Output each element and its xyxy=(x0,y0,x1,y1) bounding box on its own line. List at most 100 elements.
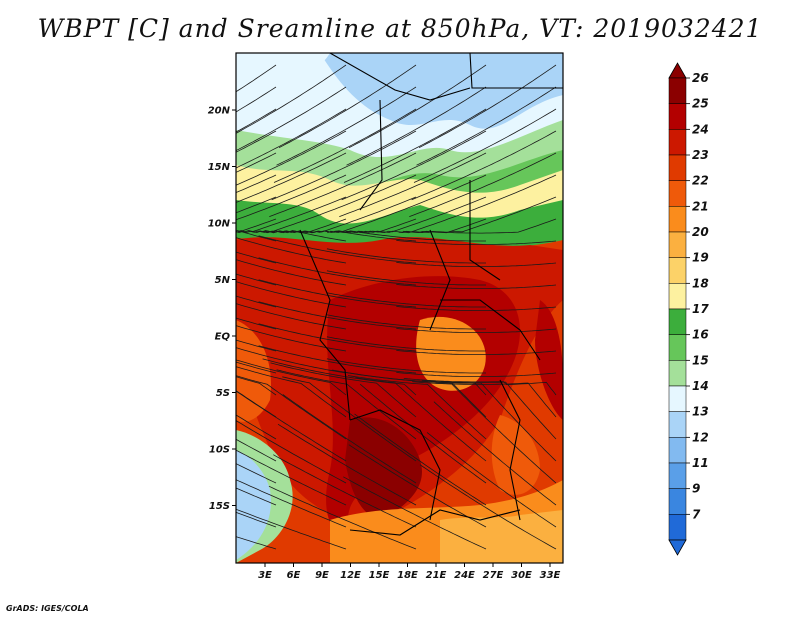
border-0 xyxy=(469,53,563,89)
streamline-55 xyxy=(236,295,277,308)
colorbar-label: 21 xyxy=(692,199,709,213)
streamline-93 xyxy=(355,377,487,462)
streamline-108 xyxy=(348,444,487,528)
colorbar-top-arrow xyxy=(668,62,687,79)
streamline-51 xyxy=(236,259,347,286)
streamline-112 xyxy=(268,485,417,550)
colorbar-bottom-arrow xyxy=(668,539,687,556)
streamline-56 xyxy=(236,281,347,308)
streamline-106 xyxy=(236,479,347,528)
streamline-2 xyxy=(278,64,417,148)
streamline-45 xyxy=(236,251,277,264)
grads-credit: GrADS: IGES/COLA xyxy=(6,604,89,613)
colorbar-label: 23 xyxy=(692,148,709,162)
colorbar-label: 20 xyxy=(692,225,709,239)
streamline-23 xyxy=(339,152,487,217)
streamline-31 xyxy=(236,196,347,233)
lat-tick-label: 5N xyxy=(215,275,231,286)
streamline-15 xyxy=(236,130,277,153)
streamline-19 xyxy=(411,130,557,201)
lat-tick-label: 10S xyxy=(209,445,230,456)
streamline-103 xyxy=(354,413,487,506)
streamline-0 xyxy=(236,64,277,93)
lat-tick-label: 10N xyxy=(208,219,231,230)
streamline-6 xyxy=(236,86,347,152)
streamline-79 xyxy=(403,378,557,396)
colorbar-label: 11 xyxy=(692,456,709,470)
streamline-7 xyxy=(276,86,417,166)
streamline-101 xyxy=(236,449,347,506)
border-3 xyxy=(299,229,351,421)
field-contour-4 xyxy=(236,53,330,83)
streamline-87 xyxy=(276,369,417,440)
lon-tick-label: 18E xyxy=(397,570,418,581)
streamline-16 xyxy=(236,130,347,186)
streamline-59 xyxy=(396,306,557,311)
streamline-29 xyxy=(406,174,557,233)
streamline-91 xyxy=(236,390,347,462)
streamline-47 xyxy=(258,235,417,264)
lat-tick-label: 20N xyxy=(208,106,231,117)
colorbar-label: 14 xyxy=(692,379,709,393)
streamline-53 xyxy=(326,270,486,286)
border-2 xyxy=(329,53,471,101)
streamline-92 xyxy=(282,376,417,462)
field-contour-15 xyxy=(440,510,563,563)
streamline-94 xyxy=(429,381,557,462)
streamline-57 xyxy=(258,279,417,308)
lon-tick-label: 6E xyxy=(287,570,301,581)
colorbar-label: 19 xyxy=(692,251,709,265)
streamline-102 xyxy=(277,423,417,506)
streamline-17 xyxy=(271,130,417,201)
streamline-75 xyxy=(236,376,277,396)
lon-tick-label: 30E xyxy=(511,570,532,581)
colorbar-swatch xyxy=(668,437,687,464)
field-contour-9 xyxy=(345,417,422,520)
lat-tick-label: EQ xyxy=(215,332,231,343)
chart-title: WBPT [C] and Sreamline at 850hPa, VT: 20… xyxy=(37,14,763,43)
streamline-83 xyxy=(340,371,487,418)
lon-tick-label: 24E xyxy=(454,570,475,581)
streamlines xyxy=(236,64,557,550)
streamline-43 xyxy=(327,230,486,242)
streamline-4 xyxy=(418,64,557,148)
streamline-81 xyxy=(236,366,347,418)
colorbar-label: 16 xyxy=(692,328,709,342)
streamline-10 xyxy=(236,108,277,133)
colorbar-label: 22 xyxy=(692,174,709,188)
streamline-99 xyxy=(435,382,557,484)
streamline-110 xyxy=(236,536,277,550)
lon-tick-label: 9E xyxy=(315,570,329,581)
streamline-30 xyxy=(236,196,277,214)
lat-tick-label: 5S xyxy=(216,388,230,399)
colorbar-label: 13 xyxy=(692,405,709,419)
country-borders xyxy=(299,53,563,536)
streamline-22 xyxy=(269,152,417,217)
border-7 xyxy=(349,509,521,536)
streamline-62 xyxy=(258,301,417,330)
streamline-73 xyxy=(326,358,486,374)
border-1 xyxy=(359,99,383,211)
lon-tick-label: 12E xyxy=(340,570,361,581)
streamline-69 xyxy=(396,350,557,355)
streamline-13 xyxy=(343,108,487,183)
streamline-72 xyxy=(258,345,417,374)
latitude-axis: 20N 15N 10N 5N EQ 5S 10S 15S xyxy=(208,106,236,512)
streamline-11 xyxy=(236,108,347,169)
streamline-64 xyxy=(396,328,557,333)
streamline-104 xyxy=(433,401,557,506)
streamline-21 xyxy=(236,152,347,203)
border-8 xyxy=(469,180,501,281)
streamline-71 xyxy=(236,347,347,374)
colorbar-swatch xyxy=(668,206,687,233)
streamline-82 xyxy=(270,362,417,418)
streamline-68 xyxy=(326,336,486,352)
streamline-85 xyxy=(236,414,277,440)
colorbar-swatch xyxy=(668,283,687,310)
streamline-111 xyxy=(236,508,347,550)
colorbar-label: 15 xyxy=(692,353,709,367)
colorbar-swatch xyxy=(668,231,687,258)
streamline-20 xyxy=(236,152,277,173)
streamline-48 xyxy=(326,248,486,264)
